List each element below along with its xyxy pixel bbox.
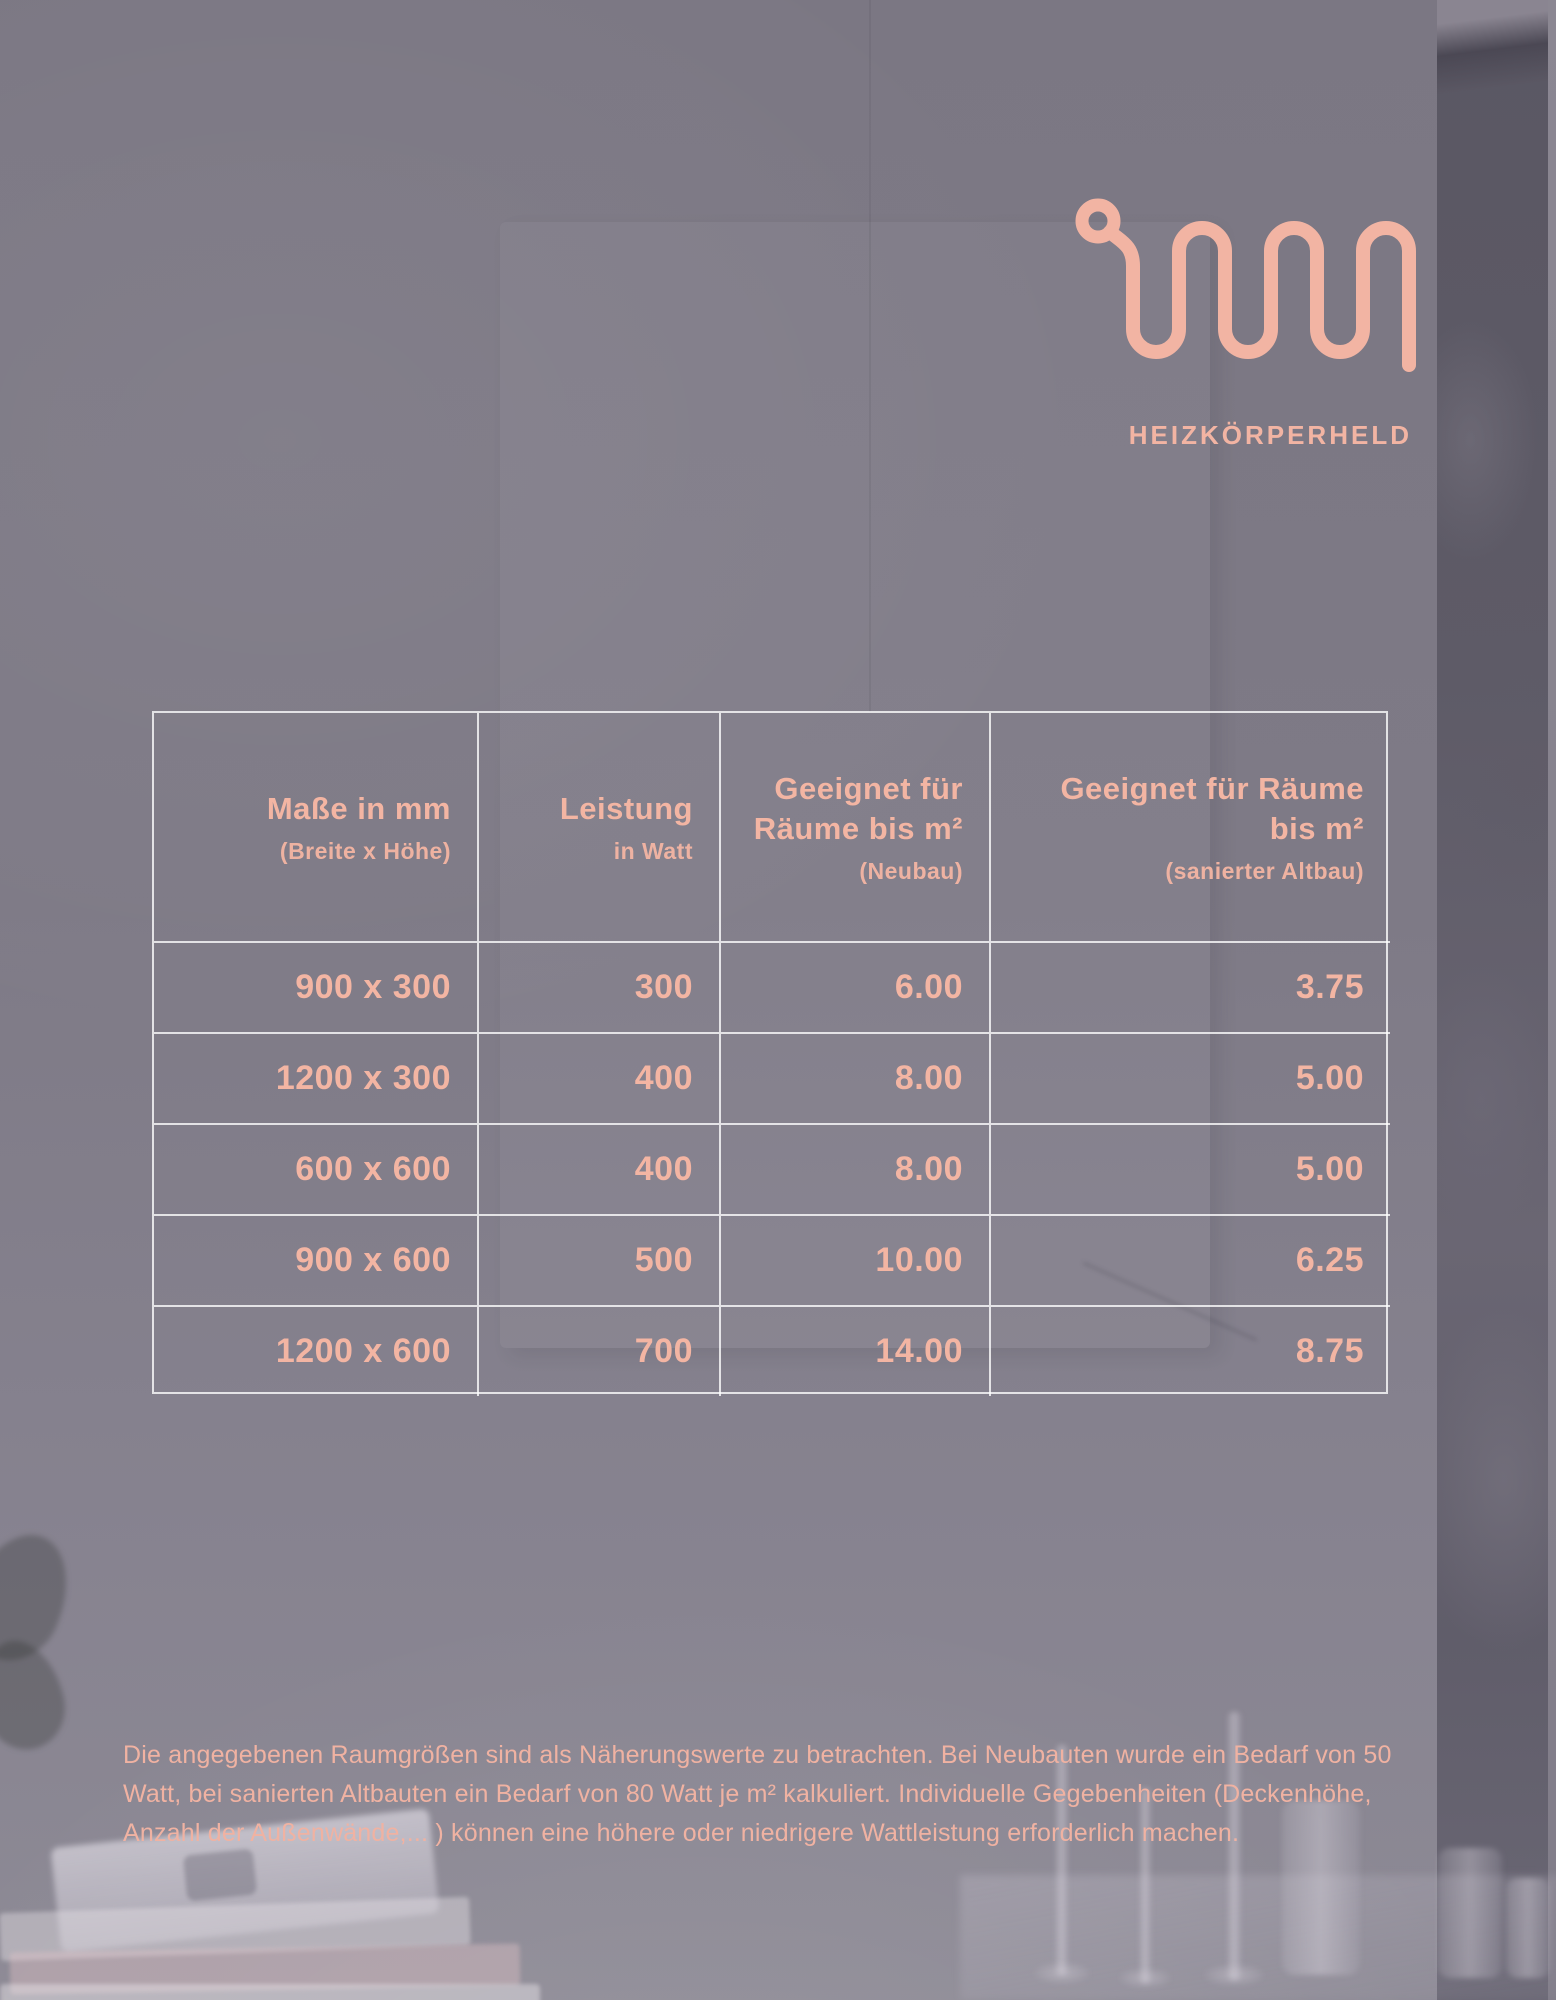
window-sill [960,1875,1556,2000]
table-cell: 8.75 [989,1305,1390,1396]
table-cell: 14.00 [719,1305,989,1396]
table-cell: 10.00 [719,1214,989,1305]
table-cell: 5.00 [989,1123,1390,1214]
wall-seam [869,0,871,712]
table-cell: 8.00 [719,1123,989,1214]
lantern [1438,1848,1502,1978]
footnote: Die angegebenen Raumgrößen sind als Nähe… [123,1736,1463,1853]
table-cell: 400 [477,1032,719,1123]
table-cell: 500 [477,1214,719,1305]
candlestick-base [1119,1968,1171,1988]
table-cell: 900 x 600 [154,1214,477,1305]
column-header-masse: Maße in mm (Breite x Höhe) [266,790,451,865]
column-header-altbau: Geeignet für Räume bis m² (sanierter Alt… [989,713,1390,941]
radiator-spec-table: Maße in mm (Breite x Höhe) Leistung in W… [152,711,1390,1396]
window-view [1437,0,1548,2000]
brand-logo [1058,182,1430,382]
table-cell: 300 [477,941,719,1032]
column-header-neubau: Geeignet für Räume bis m² (Neubau) [719,713,989,941]
table-cell: 5.00 [989,1032,1390,1123]
candlestick-base [1034,1962,1090,1984]
table-cell: 900 x 300 [154,941,477,1032]
table-cell: 600 x 600 [154,1123,477,1214]
table-cell: 1200 x 300 [154,1032,477,1123]
footnote-line: Anzahl der Außenwände,... ) können eine … [123,1819,1240,1847]
panel-radiator-photo [500,222,1210,1348]
table-cell: 400 [477,1123,719,1214]
table-cell: 1200 x 600 [154,1305,477,1396]
brand-name: HEIZKÖRPERHELD [1128,420,1412,450]
camera-lens [182,1848,258,1902]
book [0,1984,540,2000]
candlestick-base [1204,1964,1264,1986]
table-cell: 6.25 [989,1214,1390,1305]
column-header-leistung: Leistung in Watt [477,713,719,941]
table-cell: 8.00 [719,1032,989,1123]
footnote-line: Watt, bei sanierten Altbauten ein Bedarf… [123,1780,1372,1808]
table-cell: 6.00 [719,941,989,1032]
window-frame [1437,0,1556,120]
vase [1506,1878,1550,1978]
table-cell: 3.75 [989,941,1390,1032]
candlestick [1056,1745,1068,1975]
candlestick [1140,1788,1151,1983]
window-edge [1548,0,1556,2000]
table-cell: 700 [477,1305,719,1396]
candlestick [1228,1712,1241,1980]
lantern [1282,1800,1360,1975]
footnote-line: Die angegebenen Raumgrößen sind als Nähe… [123,1741,1392,1769]
radiator-coil-icon [1075,198,1416,372]
